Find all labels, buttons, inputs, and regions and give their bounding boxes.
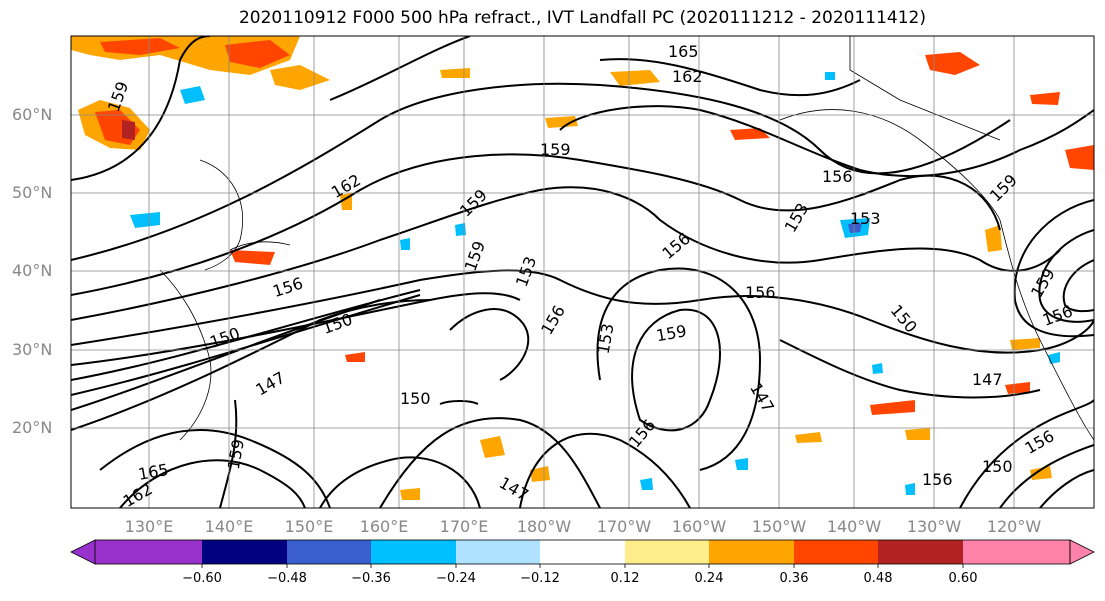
contour-label: 150	[982, 457, 1013, 476]
positive-anomaly-patch	[1010, 338, 1040, 350]
negative-anomaly-patch	[455, 223, 466, 236]
contour-label: 165	[668, 42, 699, 61]
colorbar-extend-high	[1069, 539, 1095, 565]
lat-label: 20°N	[12, 418, 53, 437]
positive-anomaly-patch	[1005, 382, 1030, 394]
positive-anomaly-patch	[400, 488, 420, 500]
negative-anomaly-patch	[825, 72, 835, 80]
colorbar-extend-low	[70, 539, 96, 565]
colorbar-segment	[371, 540, 456, 564]
positive-anomaly-patch	[1030, 466, 1052, 480]
lon-label: 170°E	[439, 517, 489, 536]
positive-anomaly-patch	[100, 38, 180, 55]
positive-anomaly-patch	[1030, 92, 1060, 105]
positive-anomaly-patch	[925, 52, 980, 75]
colorbar-segment	[287, 540, 371, 564]
colorbar-segment	[709, 540, 794, 564]
lon-label: 130°E	[124, 517, 174, 536]
colorbar-tick-label: 0.24	[694, 571, 724, 586]
positive-anomaly-patch	[905, 428, 930, 440]
colorbar-segment	[878, 540, 963, 564]
positive-anomaly-patch	[270, 65, 330, 90]
colorbar-tick-label: −0.48	[267, 571, 307, 586]
negative-anomaly-patch	[848, 223, 862, 233]
lon-label: 120°W	[986, 517, 1042, 536]
negative-anomaly-patch	[735, 458, 748, 470]
lon-label: 160°E	[359, 517, 409, 536]
coastlines	[159, 36, 1094, 441]
positive-anomaly-patch	[440, 68, 470, 78]
map-background	[71, 36, 1094, 508]
lat-label: 50°N	[12, 183, 53, 202]
positive-anomaly-patch	[985, 225, 1002, 252]
positive-anomaly-patch	[545, 116, 578, 128]
positive-anomaly-patch	[480, 436, 505, 458]
colorbar-tick-label: 0.60	[948, 571, 978, 586]
colorbar-tick-label: −0.60	[182, 571, 222, 586]
positive-anomaly-patch	[345, 352, 365, 362]
colorbar-segment	[456, 540, 540, 564]
positive-anomaly-patch	[230, 250, 275, 265]
colorbar-segment	[202, 540, 287, 564]
negative-anomaly-patch	[130, 212, 160, 228]
positive-anomaly-patch	[122, 120, 135, 140]
colorbar-segment	[540, 540, 625, 564]
colorbar-tick-label: −0.12	[520, 571, 560, 586]
colorbar-tick-label: 0.48	[863, 571, 893, 586]
map-title: 2020110912 F000 500 hPa refract., IVT La…	[238, 8, 926, 28]
colorbar-tick-label: 0.36	[779, 571, 809, 586]
lat-label: 60°N	[12, 105, 53, 124]
positive-anomaly-patch	[870, 400, 915, 415]
contour-label: 159	[540, 140, 571, 159]
contour-label: 156	[745, 283, 776, 302]
negative-anomaly-patch	[905, 483, 915, 495]
lon-label: 130°W	[906, 517, 962, 536]
positive-anomaly-patch	[730, 128, 770, 140]
lon-label: 150°E	[284, 517, 334, 536]
colorbar-segment	[963, 540, 1070, 564]
negative-anomaly-patch	[400, 238, 410, 250]
colorbar	[70, 539, 1095, 568]
lon-label: 150°W	[751, 517, 807, 536]
contour-label: 153	[850, 209, 881, 228]
lon-label: 180°W	[516, 517, 572, 536]
positive-anomaly-patch	[795, 432, 822, 443]
positive-anomaly-patch	[610, 70, 660, 86]
contour-label: 150	[400, 389, 431, 408]
colorbar-tick-label: −0.24	[436, 571, 476, 586]
colorbar-tick-label: −0.36	[351, 571, 391, 586]
negative-anomaly-patch	[640, 478, 653, 490]
contour-label: 147	[972, 370, 1003, 389]
positive-anomaly-patch	[530, 466, 550, 482]
colorbar-segment	[625, 540, 709, 564]
contour-label: 156	[822, 167, 853, 186]
negative-anomaly-patch	[872, 363, 883, 374]
positive-anomaly-patch	[1065, 145, 1094, 170]
colorbar-segment	[794, 540, 878, 564]
lon-label: 160°W	[671, 517, 727, 536]
lat-label: 30°N	[12, 340, 53, 359]
lat-label: 40°N	[12, 261, 53, 280]
lon-label: 170°W	[596, 517, 652, 536]
colorbar-tick-label: 0.12	[610, 571, 640, 586]
contour-label: 162	[672, 67, 703, 86]
positive-anomaly-patch	[225, 40, 290, 68]
colorbar-segment	[95, 540, 202, 564]
contour-label: 156	[922, 470, 953, 489]
map-border	[70, 35, 1095, 509]
lon-label: 140°W	[826, 517, 882, 536]
negative-anomaly-patch	[180, 86, 205, 104]
lon-label: 140°E	[204, 517, 254, 536]
ivt-shading	[71, 36, 1094, 500]
graticule	[71, 36, 1094, 508]
